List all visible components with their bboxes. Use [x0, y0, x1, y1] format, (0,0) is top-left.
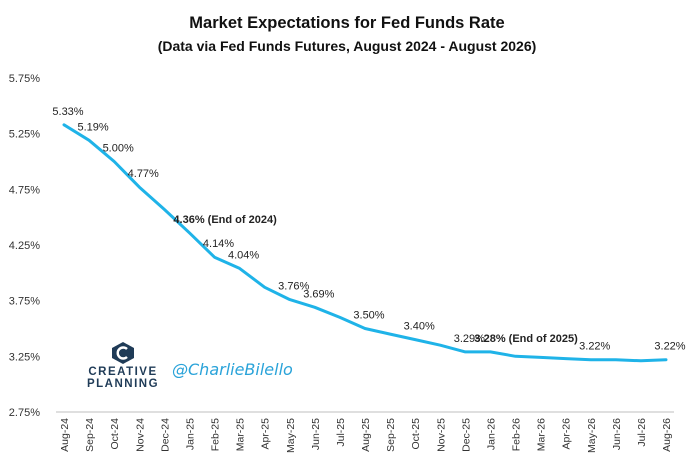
logo-text-creative: CREATIVE — [88, 366, 158, 378]
x-tick-label: Aug-26 — [661, 418, 673, 452]
y-tick-label: 2.75% — [9, 407, 40, 419]
data-label: 3.69% — [303, 288, 334, 300]
x-tick-label: Sep-24 — [84, 418, 96, 452]
data-label: 4.04% — [228, 249, 259, 261]
x-tick-label: Jul-25 — [335, 418, 347, 447]
data-label: 5.00% — [103, 143, 134, 155]
y-tick-label: 4.25% — [9, 240, 40, 252]
data-label: 4.77% — [128, 168, 159, 180]
x-tick-label: Jan-25 — [184, 418, 196, 450]
x-tick-label: Jul-26 — [636, 418, 648, 447]
x-tick-label: Apr-25 — [260, 418, 272, 450]
x-tick-label: Apr-26 — [561, 418, 573, 450]
x-tick-label: Feb-26 — [511, 418, 523, 451]
x-tick-label: Aug-24 — [59, 418, 71, 452]
data-label: 5.19% — [77, 121, 108, 133]
x-tick-label: Nov-25 — [435, 418, 447, 452]
series-line — [62, 123, 668, 363]
x-tick-label: Oct-24 — [109, 418, 121, 450]
x-tick-label: Nov-24 — [134, 418, 146, 452]
chart-subtitle: (Data via Fed Funds Futures, August 2024… — [157, 38, 537, 54]
data-label: 4.36% (End of 2024) — [173, 214, 277, 226]
y-tick-label: 3.25% — [9, 351, 40, 363]
y-tick-label: 5.25% — [9, 129, 40, 141]
x-tick-label: Dec-25 — [460, 418, 472, 452]
data-label: 3.76% — [278, 281, 309, 293]
x-tick-label: May-25 — [285, 418, 297, 453]
x-tick-label: Oct-25 — [410, 418, 422, 450]
chart-title: Market Expectations for Fed Funds Rate — [189, 14, 505, 32]
x-tick-label: Feb-25 — [210, 418, 222, 451]
data-label: 4.14% — [203, 238, 234, 250]
data-label: 3.29% — [454, 333, 485, 345]
x-tick-label: Mar-25 — [235, 418, 247, 451]
author-handle: @CharlieBilello — [172, 360, 293, 379]
data-label: 3.40% — [404, 321, 435, 333]
logo-mark-icon — [112, 342, 134, 364]
data-label: 3.22% — [579, 341, 610, 353]
x-tick-label: Aug-25 — [360, 418, 372, 452]
y-tick-label: 5.75% — [9, 73, 40, 85]
x-tick-label: Jun-26 — [611, 418, 623, 450]
x-tick-label: Mar-26 — [536, 418, 548, 451]
y-tick-label: 4.75% — [9, 184, 40, 196]
x-tick-label: Jan-26 — [485, 418, 497, 450]
data-label: 3.28% (End of 2025) — [474, 333, 578, 345]
x-tick-label: May-26 — [586, 418, 598, 453]
data-label: 5.33% — [52, 106, 83, 118]
creative-planning-logo: CREATIVE PLANNING — [78, 340, 168, 390]
data-label: 3.50% — [353, 310, 384, 322]
logo-text-planning: PLANNING — [86, 378, 160, 390]
x-tick-label: Dec-24 — [159, 418, 171, 452]
x-tick-label: Sep-25 — [385, 418, 397, 452]
data-label: 3.22% — [654, 341, 685, 353]
y-tick-label: 3.75% — [9, 296, 40, 308]
x-tick-label: Jun-25 — [310, 418, 322, 450]
